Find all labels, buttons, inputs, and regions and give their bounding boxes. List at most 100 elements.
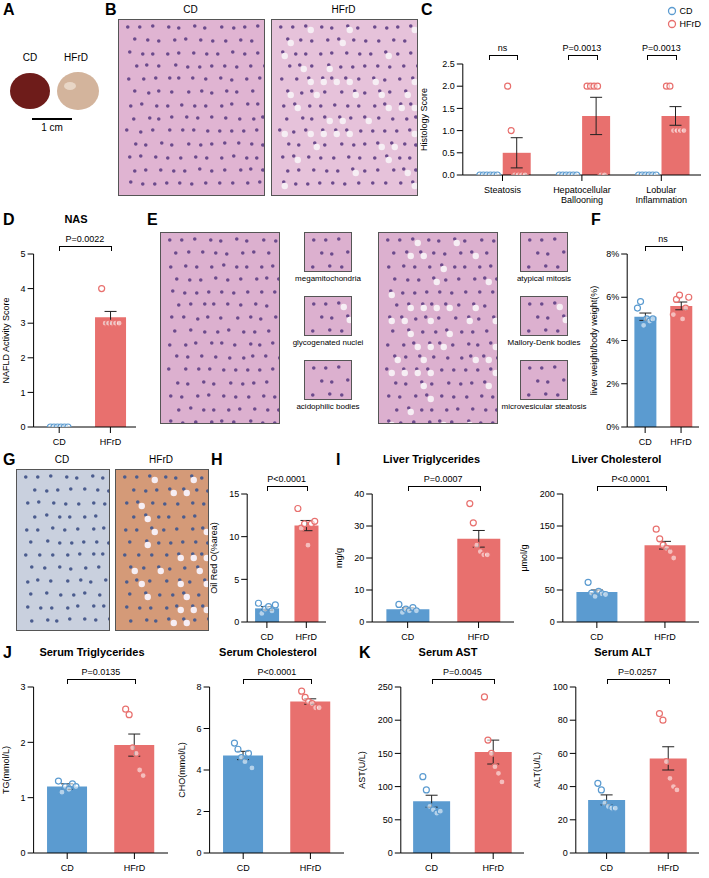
- svg-text:Steatosis: Steatosis: [484, 185, 522, 195]
- svg-text:0: 0: [550, 617, 555, 627]
- html-text:HFrD: HFrD: [64, 52, 88, 63]
- svg-text:1.5: 1.5: [442, 104, 455, 114]
- svg-text:μmol/g: μmol/g: [520, 544, 529, 571]
- svg-text:30: 30: [354, 521, 364, 531]
- svg-text:6%: 6%: [606, 292, 619, 302]
- svg-text:CD: CD: [237, 863, 250, 873]
- svg-text:150: 150: [378, 749, 393, 759]
- svg-text:HFrD: HFrD: [296, 632, 318, 642]
- svg-text:150: 150: [540, 521, 555, 531]
- html-text:K: K: [359, 644, 371, 661]
- svg-text:4: 4: [21, 284, 26, 294]
- svg-text:4%: 4%: [606, 336, 619, 346]
- svg-text:50: 50: [383, 815, 393, 825]
- svg-text:0%: 0%: [606, 422, 619, 432]
- svg-text:CD: CD: [260, 632, 273, 642]
- svg-text:CD: CD: [639, 437, 652, 447]
- svg-text:CD: CD: [425, 863, 438, 873]
- svg-text:80: 80: [558, 715, 568, 725]
- svg-text:2%: 2%: [606, 379, 619, 389]
- svg-text:8: 8: [197, 682, 202, 692]
- html-text:Serum ALT: Serum ALT: [594, 646, 652, 658]
- svg-text:250: 250: [378, 682, 393, 692]
- svg-text:mg/g: mg/g: [335, 548, 344, 568]
- svg-text:1.0: 1.0: [442, 126, 455, 136]
- svg-text:100: 100: [540, 553, 555, 563]
- svg-text:2: 2: [21, 353, 26, 363]
- svg-text:liver weight/body weight(%): liver weight/body weight(%): [590, 286, 599, 396]
- svg-text:0: 0: [388, 848, 393, 858]
- svg-text:15: 15: [229, 489, 239, 499]
- svg-text:Histology Score: Histology Score: [420, 88, 429, 151]
- svg-text:20: 20: [354, 553, 364, 563]
- svg-text:HFrD: HFrD: [468, 632, 490, 642]
- html-text:A: A: [3, 1, 15, 18]
- svg-text:100: 100: [553, 682, 568, 692]
- svg-text:CD: CD: [600, 863, 613, 873]
- svg-text:HepatocellularBallooning: HepatocellularBallooning: [553, 185, 611, 205]
- svg-text:0: 0: [563, 848, 568, 858]
- svg-text:0: 0: [197, 848, 202, 858]
- html-text:1 cm: 1 cm: [41, 122, 63, 133]
- svg-text:HFrD: HFrD: [124, 863, 146, 873]
- svg-text:CD: CD: [401, 632, 414, 642]
- svg-text:0: 0: [359, 617, 364, 627]
- svg-text:200: 200: [378, 715, 393, 725]
- html-text:G: G: [3, 451, 16, 468]
- html-text:NAS: NAS: [64, 213, 88, 225]
- svg-text:NAFLD Activity Score: NAFLD Activity Score: [2, 297, 11, 383]
- svg-text:HFrD: HFrD: [657, 863, 679, 873]
- svg-text:2: 2: [197, 807, 202, 817]
- svg-text:100: 100: [378, 782, 393, 792]
- svg-text:CHO(mmol/L): CHO(mmol/L): [178, 742, 187, 798]
- svg-text:10: 10: [354, 585, 364, 595]
- svg-text:20: 20: [558, 815, 568, 825]
- svg-text:5: 5: [234, 575, 239, 585]
- svg-text:0.0: 0.0: [442, 170, 455, 180]
- svg-text:HFrD: HFrD: [670, 437, 692, 447]
- svg-text:5: 5: [21, 249, 26, 259]
- svg-text:2.5: 2.5: [442, 59, 455, 69]
- html-text:Serum Cholesterol: Serum Cholesterol: [219, 646, 317, 658]
- svg-text:HFrD: HFrD: [100, 437, 122, 447]
- html-text:CD: CD: [22, 52, 38, 63]
- html-text:H: H: [211, 451, 223, 468]
- svg-text:HFrD: HFrD: [482, 863, 504, 873]
- html-text:Liver Cholesterol: Liver Cholesterol: [571, 453, 662, 465]
- svg-text:CD: CD: [61, 863, 74, 873]
- svg-text:60: 60: [558, 749, 568, 759]
- svg-text:10: 10: [229, 532, 239, 542]
- svg-text:HFrD: HFrD: [300, 863, 322, 873]
- html-text:Serum Triglycerides: Serum Triglycerides: [39, 646, 145, 658]
- svg-text:3: 3: [21, 682, 26, 692]
- svg-text:4: 4: [197, 765, 202, 775]
- svg-text:ALT(U/L): ALT(U/L): [533, 752, 542, 788]
- svg-text:AST(U/L): AST(U/L): [358, 751, 367, 789]
- svg-text:HFrD: HFrD: [654, 632, 676, 642]
- svg-text:1: 1: [21, 388, 26, 398]
- svg-text:8%: 8%: [606, 249, 619, 259]
- svg-text:0.5: 0.5: [442, 148, 455, 158]
- svg-text:0: 0: [21, 422, 26, 432]
- html-text:Liver Triglycerides: Liver Triglycerides: [382, 453, 481, 465]
- svg-text:40: 40: [354, 489, 364, 499]
- svg-text:0: 0: [21, 848, 26, 858]
- svg-text:TG(mmol/L): TG(mmol/L): [2, 746, 11, 794]
- svg-text:2.0: 2.0: [442, 81, 455, 91]
- svg-text:Oil Red O(%area): Oil Red O(%area): [210, 522, 219, 594]
- svg-text:3: 3: [21, 318, 26, 328]
- html-text:C: C: [421, 1, 433, 18]
- svg-text:200: 200: [540, 489, 555, 499]
- svg-text:CD: CD: [53, 437, 66, 447]
- svg-text:50: 50: [545, 585, 555, 595]
- html-text:D: D: [3, 211, 15, 228]
- svg-text:6: 6: [197, 724, 202, 734]
- html-text:Serum AST: Serum AST: [418, 646, 478, 658]
- html-text:B: B: [105, 1, 117, 18]
- svg-text:0: 0: [234, 617, 239, 627]
- svg-text:40: 40: [558, 782, 568, 792]
- svg-text:1: 1: [21, 793, 26, 803]
- svg-text:CD: CD: [590, 632, 603, 642]
- svg-text:2: 2: [21, 738, 26, 748]
- svg-text:LobularInflammation: LobularInflammation: [636, 185, 688, 205]
